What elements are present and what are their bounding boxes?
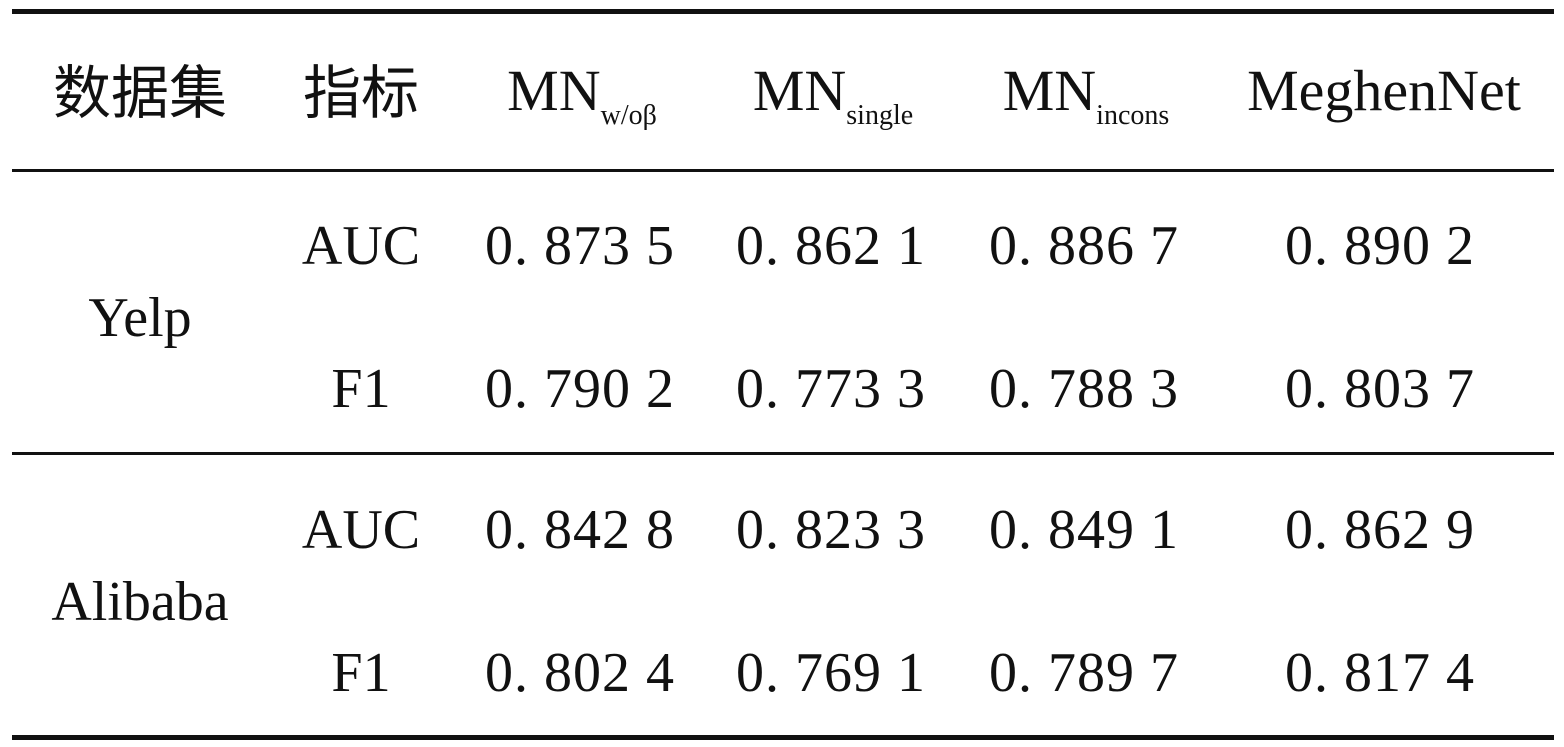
- dataset-yelp: Yelp: [88, 287, 192, 349]
- header-mn-incons: MNincons: [1003, 62, 1170, 130]
- group-rule: [12, 452, 1554, 455]
- header-mn-wob: MNw/oβ: [507, 62, 657, 130]
- table-cell: 0. 849 1: [989, 499, 1179, 561]
- table-cell: 0. 842 8: [485, 499, 675, 561]
- table-cell: 0. 886 7: [989, 215, 1179, 277]
- metric-label: AUC: [301, 499, 421, 561]
- table-cell: 0. 890 2: [1285, 215, 1475, 277]
- header-metric: 指标: [302, 59, 420, 127]
- table-cell: 0. 862 9: [1285, 499, 1475, 561]
- table-cell: 0. 873 5: [485, 215, 675, 277]
- table-cell: 0. 773 3: [736, 358, 926, 420]
- header-mn-single-sub: single: [846, 100, 914, 131]
- table-cell: 0. 802 4: [485, 642, 675, 704]
- table-cell: 0. 769 1: [736, 642, 926, 704]
- header-dataset: 数据集: [52, 59, 228, 127]
- header-rule: [12, 169, 1554, 172]
- header-mn-incons-main: MN: [1002, 58, 1097, 123]
- table-cell: 0. 862 1: [736, 215, 926, 277]
- table-cell: 0. 789 7: [989, 642, 1179, 704]
- table-cell: 0. 803 7: [1285, 358, 1475, 420]
- table-cell: 0. 823 3: [736, 499, 926, 561]
- header-meghennet: MeghenNet: [1247, 58, 1521, 123]
- header-mn-wob-main: MN: [507, 58, 601, 123]
- top-rule: [12, 9, 1554, 14]
- bottom-rule: [12, 735, 1554, 740]
- header-mn-single-main: MN: [752, 58, 847, 123]
- table-cell: 0. 788 3: [989, 358, 1179, 420]
- header-mn-single: MNsingle: [753, 62, 913, 130]
- header-mn-incons-sub: incons: [1096, 100, 1170, 131]
- metric-label: F1: [331, 358, 391, 420]
- table-cell: 0. 817 4: [1285, 642, 1475, 704]
- metric-label: AUC: [301, 215, 421, 277]
- table-cell: 0. 790 2: [485, 358, 675, 420]
- header-mn-wob-sub: w/oβ: [600, 100, 657, 131]
- dataset-alibaba: Alibaba: [51, 571, 229, 633]
- metric-label: F1: [331, 642, 391, 704]
